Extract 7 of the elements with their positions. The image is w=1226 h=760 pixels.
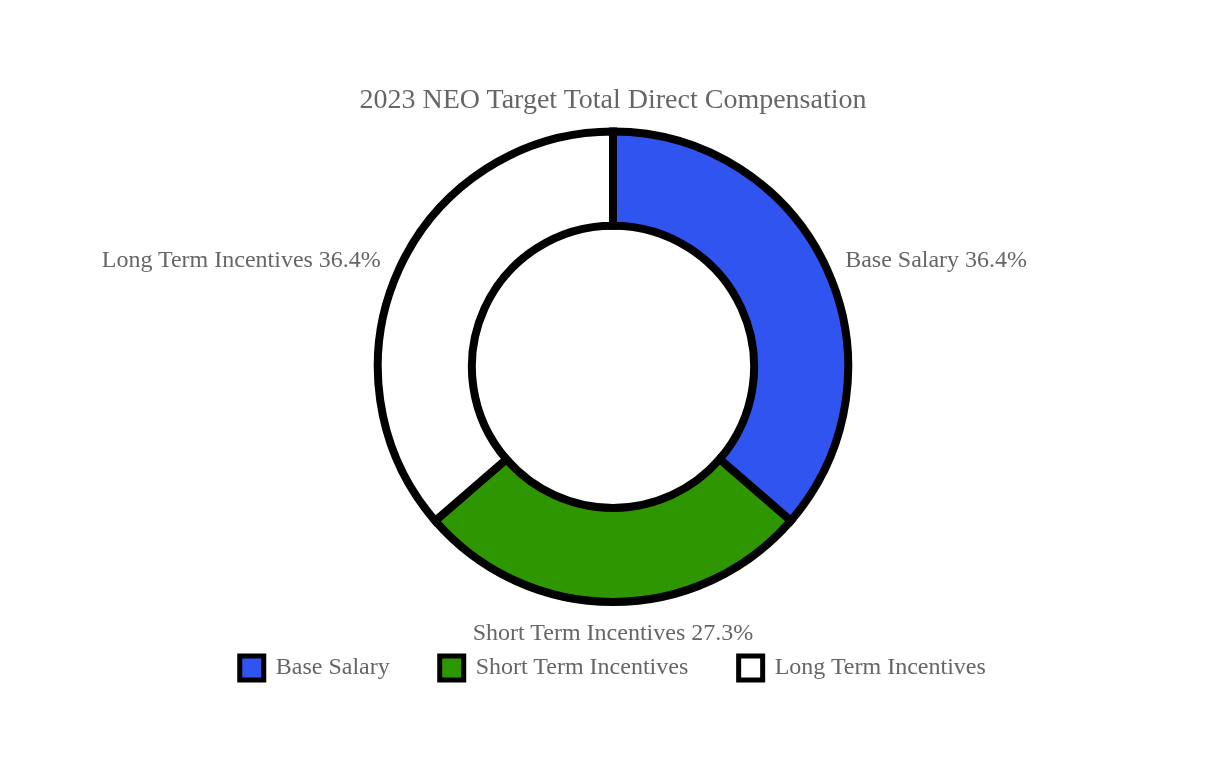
chart-title: 2023 NEO Target Total Direct Compensation [359, 83, 867, 115]
category-label: Base Salary 36.4% [845, 246, 1028, 273]
legend-label: Short Term Incentives [475, 653, 689, 680]
legend-label: Base Salary [275, 653, 390, 680]
category-label: Long Term Incentives 36.4% [101, 246, 381, 273]
category-label: Short Term Incentives 27.3% [472, 619, 754, 646]
legend-label: Long Term Incentives [774, 653, 986, 680]
